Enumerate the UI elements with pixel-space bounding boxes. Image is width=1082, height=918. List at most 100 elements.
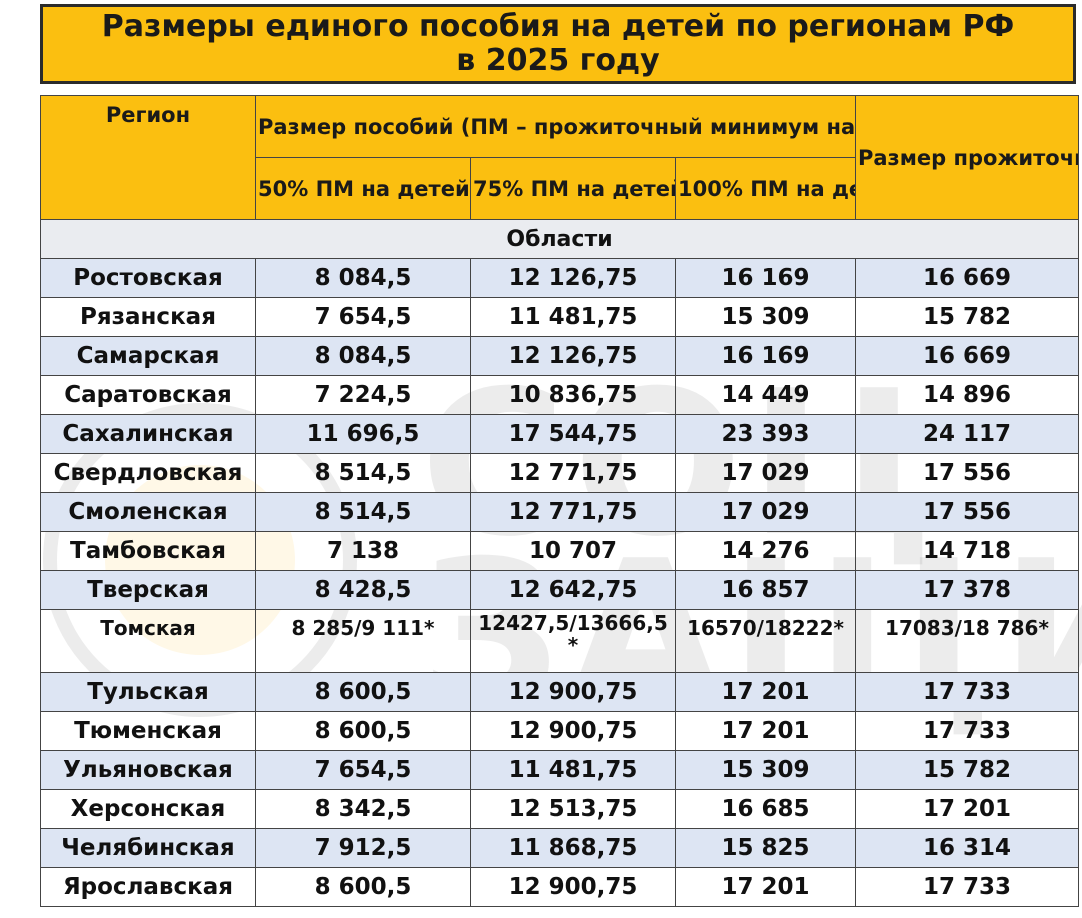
cell-50-percent: 7 224,5 (255, 375, 471, 415)
cell-75-percent: 11 868,75 (470, 828, 676, 868)
cell-100-percent: 23 393 (675, 414, 856, 454)
table-row: Саратовская 7 224,5 10 836,75 14 449 14 896 (40, 375, 1079, 415)
cell-subsistence-minimum: 16 314 (855, 828, 1079, 868)
table-row: Самарская 8 084,5 12 126,75 16 169 16 669 (40, 336, 1079, 376)
cell-100-percent: 16 857 (675, 570, 856, 610)
cell-subsistence-minimum: 14 896 (855, 375, 1079, 415)
header-subsistence-minimum: Размер прожиточного минимума на душу нас… (855, 95, 1079, 220)
table-row: Томская 8 285/9 111* 12427,5/13666,5 * 1657… (40, 609, 1079, 673)
table-row: Тюменская 8 600,5 12 900,75 17 201 17 733 (40, 711, 1079, 751)
cell-region: Томская (40, 609, 256, 673)
cell-region: Сахалинская (40, 414, 256, 454)
benefits-table: Регион Размер пособий (ПМ – прожиточный … (40, 95, 1079, 907)
cell-50-percent: 7 654,5 (255, 750, 471, 790)
cell-subsistence-minimum: 24 117 (855, 414, 1079, 454)
cell-100-percent: 16 169 (675, 258, 856, 298)
cell-region: Ярославская (40, 867, 256, 907)
table-row: Ульяновская 7 654,5 11 481,75 15 309 15 782 (40, 750, 1079, 790)
cell-region: Тюменская (40, 711, 256, 751)
header-benefit-group: Размер пособий (ПМ – прожиточный минимум… (255, 95, 856, 158)
cell-50-percent: 8 514,5 (255, 492, 471, 532)
cell-region: Тульская (40, 672, 256, 712)
cell-subsistence-minimum: 16 669 (855, 336, 1079, 376)
cell-100-percent: 16 169 (675, 336, 856, 376)
cell-75-percent: 12 900,75 (470, 711, 676, 751)
cell-50-percent: 8 600,5 (255, 711, 471, 751)
cell-subsistence-minimum: 17 378 (855, 570, 1079, 610)
cell-50-percent: 7 912,5 (255, 828, 471, 868)
header-region: Регион (40, 95, 256, 220)
cell-region: Ростовская (40, 258, 256, 298)
title-line-2: в 2025 году (456, 43, 660, 78)
cell-region: Херсонская (40, 789, 256, 829)
cell-75-percent: 12 126,75 (470, 336, 676, 376)
cell-75-percent: 12 126,75 (470, 258, 676, 298)
cell-75-percent: 12 771,75 (470, 453, 676, 493)
cell-100-percent: 17 201 (675, 711, 856, 751)
cell-100-percent: 17 029 (675, 453, 856, 493)
cell-100-percent: 14 276 (675, 531, 856, 571)
cell-75-percent: 12427,5/13666,5 * (470, 609, 676, 673)
table-row: Ростовская 8 084,5 12 126,75 16 169 16 669 (40, 258, 1079, 298)
table-row: Смоленская 8 514,5 12 771,75 17 029 17 556 (40, 492, 1079, 532)
cell-100-percent: 15 309 (675, 297, 856, 337)
cell-50-percent: 8 514,5 (255, 453, 471, 493)
cell-subsistence-minimum: 16 669 (855, 258, 1079, 298)
cell-75-percent: 11 481,75 (470, 750, 676, 790)
cell-100-percent: 15 825 (675, 828, 856, 868)
cell-subsistence-minimum: 17 556 (855, 453, 1079, 493)
cell-subsistence-minimum: 15 782 (855, 297, 1079, 337)
table-row: Сахалинская 11 696,5 17 544,75 23 393 24 117 (40, 414, 1079, 454)
header-50-percent: 50% ПМ на детей (255, 157, 471, 220)
cell-75-percent: 10 707 (470, 531, 676, 571)
table-row: Тамбовская 7 138 10 707 14 276 14 718 (40, 531, 1079, 571)
table-row: Херсонская 8 342,5 12 513,75 16 685 17 201 (40, 789, 1079, 829)
cell-75-percent: 12 900,75 (470, 867, 676, 907)
header-100-percent: 100% ПМ на детей (675, 157, 856, 220)
table-row: Тверская 8 428,5 12 642,75 16 857 17 378 (40, 570, 1079, 610)
cell-100-percent: 16 685 (675, 789, 856, 829)
cell-region: Рязанская (40, 297, 256, 337)
cell-100-percent: 17 029 (675, 492, 856, 532)
cell-subsistence-minimum: 17 733 (855, 867, 1079, 907)
cell-region: Саратовская (40, 375, 256, 415)
cell-region: Ульяновская (40, 750, 256, 790)
section-label: Области (40, 219, 1079, 259)
cell-100-percent: 14 449 (675, 375, 856, 415)
cell-75-percent: 12 900,75 (470, 672, 676, 712)
cell-subsistence-minimum: 17083/18 786* (855, 609, 1079, 673)
table-row: Свердловская 8 514,5 12 771,75 17 029 17 556 (40, 453, 1079, 493)
cell-100-percent: 15 309 (675, 750, 856, 790)
cell-subsistence-minimum: 14 718 (855, 531, 1079, 571)
cell-100-percent: 17 201 (675, 672, 856, 712)
cell-50-percent: 8 600,5 (255, 867, 471, 907)
cell-50-percent: 11 696,5 (255, 414, 471, 454)
cell-100-percent: 16570/18222* (675, 609, 856, 673)
cell-region: Смоленская (40, 492, 256, 532)
cell-75-percent: 12 513,75 (470, 789, 676, 829)
cell-50-percent: 7 138 (255, 531, 471, 571)
cell-50-percent: 8 342,5 (255, 789, 471, 829)
cell-region: Самарская (40, 336, 256, 376)
cell-region: Тамбовская (40, 531, 256, 571)
cell-subsistence-minimum: 17 201 (855, 789, 1079, 829)
cell-75-percent: 12 771,75 (470, 492, 676, 532)
cell-subsistence-minimum: 17 556 (855, 492, 1079, 532)
table-row: Челябинская 7 912,5 11 868,75 15 825 16 314 (40, 828, 1079, 868)
header-75-percent: 75% ПМ на детей (470, 157, 676, 220)
page-title: Размеры единого пособия на детей по реги… (40, 4, 1076, 84)
cell-50-percent: 8 285/9 111* (255, 609, 471, 673)
cell-50-percent: 8 428,5 (255, 570, 471, 610)
cell-region: Челябинская (40, 828, 256, 868)
cell-50-percent: 8 084,5 (255, 336, 471, 376)
cell-subsistence-minimum: 17 733 (855, 711, 1079, 751)
cell-subsistence-minimum: 15 782 (855, 750, 1079, 790)
cell-50-percent: 8 600,5 (255, 672, 471, 712)
cell-75-percent: 11 481,75 (470, 297, 676, 337)
cell-50-percent: 7 654,5 (255, 297, 471, 337)
cell-region: Тверская (40, 570, 256, 610)
cell-75-percent: 10 836,75 (470, 375, 676, 415)
title-line-1: Размеры единого пособия на детей по реги… (101, 9, 1015, 44)
cell-50-percent: 8 084,5 (255, 258, 471, 298)
cell-75-percent: 12 642,75 (470, 570, 676, 610)
